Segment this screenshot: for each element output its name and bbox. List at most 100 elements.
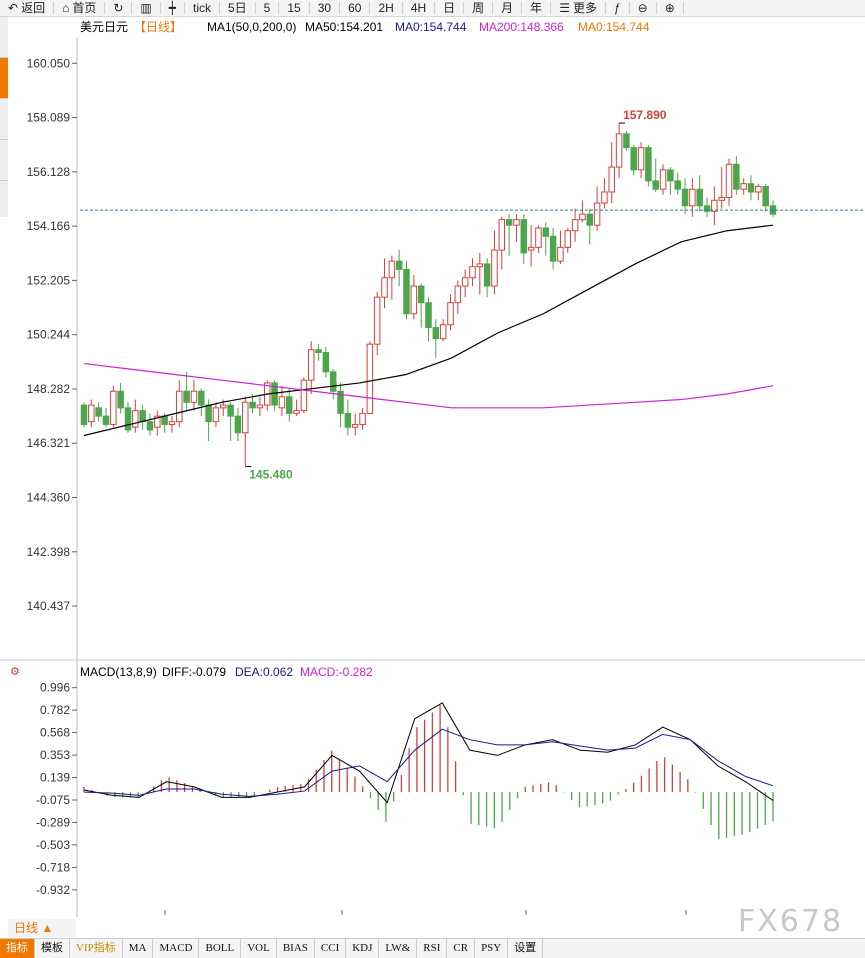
indicator-tab-3[interactable]: MA <box>123 939 154 958</box>
candle-body[interactable] <box>674 180 681 190</box>
indicator-tab-8[interactable]: CCI <box>315 939 347 958</box>
candle-body[interactable] <box>285 396 293 414</box>
toolbar-item-7[interactable]: 5 <box>256 0 279 16</box>
candle-body[interactable] <box>80 404 88 425</box>
candle-body[interactable] <box>637 147 645 171</box>
indicator-tab-11[interactable]: RSI <box>417 939 448 958</box>
toolbar-item-14[interactable]: 周 <box>464 0 492 16</box>
candle-body[interactable] <box>762 185 769 207</box>
candle-body[interactable] <box>439 324 447 340</box>
candle-body[interactable] <box>601 191 608 204</box>
price-chart-area[interactable]: 美元日元 【日线】 MA1(50,0,200,0) MA50:154.201 M… <box>0 17 865 917</box>
candle-body[interactable] <box>132 410 139 428</box>
candle-body[interactable] <box>205 404 212 423</box>
toolbar-item-12[interactable]: 4H <box>403 0 434 16</box>
indicator-tab-2[interactable]: VIP指标 <box>70 939 123 958</box>
candle-body[interactable] <box>454 285 462 304</box>
toolbar-item-15[interactable]: 月 <box>493 0 521 16</box>
candle-body[interactable] <box>293 410 300 414</box>
indicator-tab-13[interactable]: PSY <box>475 939 509 958</box>
toolbar-item-5[interactable]: tick <box>185 0 219 16</box>
toolbar-item-10[interactable]: 60 <box>340 0 369 16</box>
toolbar-item-4[interactable]: ┿ <box>161 0 184 16</box>
toolbar-item-8[interactable]: 15 <box>279 0 308 16</box>
toolbar-item-18[interactable]: ƒ <box>606 0 629 16</box>
candle-body[interactable] <box>689 188 696 207</box>
toolbar-item-2[interactable]: ↻ <box>105 0 131 16</box>
left-tab[interactable] <box>0 17 8 58</box>
candle-body[interactable] <box>359 412 366 425</box>
candle-body[interactable] <box>351 423 359 428</box>
candle-body[interactable] <box>718 197 725 201</box>
candle-body[interactable] <box>88 404 95 423</box>
candle-body[interactable] <box>725 163 733 199</box>
candle-body[interactable] <box>337 390 344 414</box>
indicator-tab-7[interactable]: BIAS <box>277 939 315 958</box>
candle-body[interactable] <box>755 185 762 193</box>
candle-body[interactable] <box>176 390 183 423</box>
candle-body[interactable] <box>278 396 286 409</box>
candle-body[interactable] <box>190 390 198 403</box>
candle-body[interactable] <box>234 415 242 434</box>
candle-body[interactable] <box>212 407 220 423</box>
candle-body[interactable] <box>535 227 542 248</box>
candle-body[interactable] <box>388 260 396 279</box>
toolbar-item-13[interactable]: 日 <box>435 0 463 16</box>
candle-body[interactable] <box>168 421 176 425</box>
candle-body[interactable] <box>505 219 513 226</box>
candle-body[interactable] <box>154 415 161 428</box>
candle-body[interactable] <box>652 180 659 190</box>
indicator-tab-4[interactable]: MACD <box>153 939 200 958</box>
candle-body[interactable] <box>447 302 454 326</box>
indicator-tab-10[interactable]: LW& <box>379 939 418 958</box>
candle-body[interactable] <box>681 188 689 207</box>
candle-body[interactable] <box>403 268 410 315</box>
candle-body[interactable] <box>520 219 528 254</box>
candle-body[interactable] <box>102 415 110 425</box>
candle-body[interactable] <box>410 285 418 315</box>
candle-body[interactable] <box>703 205 711 212</box>
candle-body[interactable] <box>110 390 117 425</box>
candle-body[interactable] <box>483 263 491 287</box>
candle-body[interactable] <box>146 421 154 431</box>
candle-body[interactable] <box>242 401 249 434</box>
candle-body[interactable] <box>696 188 703 207</box>
candle-body[interactable] <box>608 166 615 193</box>
candle-body[interactable] <box>432 327 440 340</box>
candle-body[interactable] <box>615 133 623 168</box>
candle-body[interactable] <box>476 263 484 268</box>
indicator-tab-9[interactable]: KDJ <box>346 939 380 958</box>
candle-body[interactable] <box>344 412 352 428</box>
candle-body[interactable] <box>740 183 747 190</box>
toolbar-item-20[interactable]: ⊕ <box>657 0 683 16</box>
candle-body[interactable] <box>711 199 718 212</box>
candle-body[interactable] <box>579 213 586 221</box>
candle-body[interactable] <box>542 227 550 237</box>
candle-body[interactable] <box>461 277 469 287</box>
period-tag[interactable]: 【日线】 <box>134 20 182 34</box>
candle-body[interactable] <box>95 407 102 417</box>
candle-body[interactable] <box>322 351 330 373</box>
toolbar-item-16[interactable]: 年 <box>522 0 550 16</box>
candle-body[interactable] <box>373 296 381 345</box>
indicator-tab-1[interactable]: 模板 <box>35 939 70 958</box>
candle-body[interactable] <box>747 183 755 193</box>
candle-body[interactable] <box>417 285 425 304</box>
candle-body[interactable] <box>256 404 264 409</box>
candle-body[interactable] <box>733 163 740 190</box>
candle-body[interactable] <box>300 379 308 412</box>
candle-body[interactable] <box>645 147 652 182</box>
left-tab-active[interactable] <box>0 58 8 99</box>
indicator-tab-14[interactable]: 设置 <box>508 939 544 958</box>
indicator-tab-6[interactable]: VOL <box>241 939 277 958</box>
candle-body[interactable] <box>513 219 520 226</box>
candle-body[interactable] <box>564 230 572 248</box>
candle-body[interactable] <box>586 213 594 226</box>
candle-body[interactable] <box>139 410 146 423</box>
candle-body[interactable] <box>571 219 579 232</box>
left-tab[interactable] <box>0 99 8 140</box>
left-tab[interactable] <box>0 140 8 181</box>
candle-body[interactable] <box>527 246 535 251</box>
candle-body[interactable] <box>198 390 205 406</box>
candle-body[interactable] <box>117 390 124 409</box>
